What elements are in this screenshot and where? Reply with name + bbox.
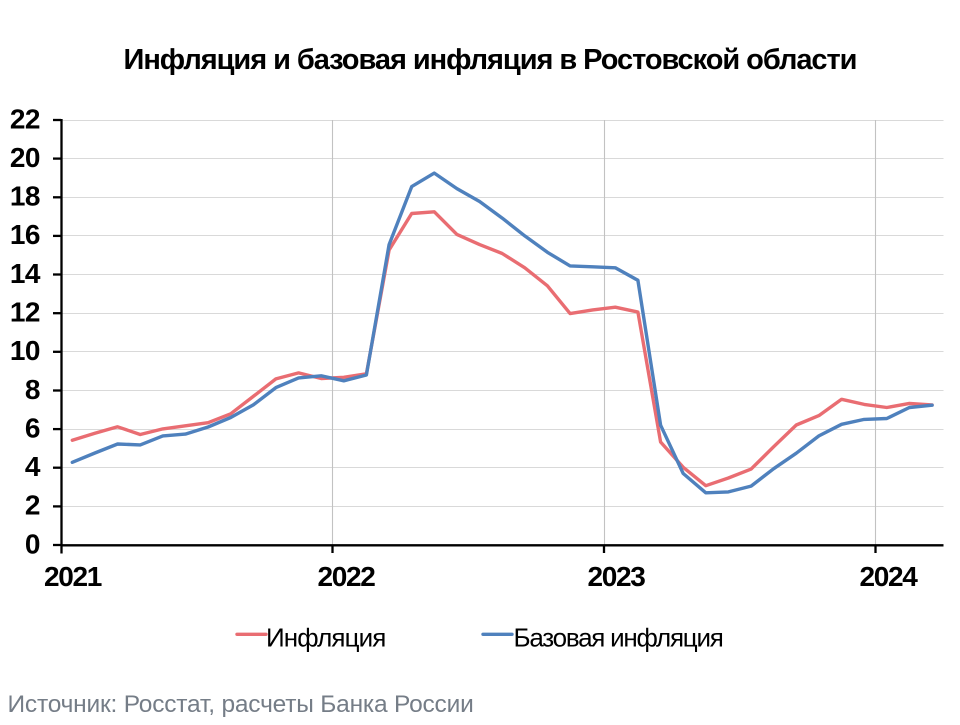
svg-text:4: 4 — [25, 451, 41, 482]
svg-text:14: 14 — [10, 258, 41, 289]
svg-text:2023: 2023 — [587, 561, 645, 592]
svg-text:8: 8 — [25, 374, 40, 405]
svg-text:2021: 2021 — [44, 561, 102, 592]
svg-text:Источник: Росстат, расчеты Бан: Источник: Росстат, расчеты Банка России — [8, 691, 474, 718]
svg-text:6: 6 — [25, 412, 40, 443]
svg-text:Инфляция и базовая инфляция в: Инфляция и базовая инфляция в Ростовской… — [124, 44, 857, 76]
svg-text:0: 0 — [25, 528, 40, 559]
svg-text:20: 20 — [10, 142, 40, 173]
svg-text:2024: 2024 — [859, 561, 918, 592]
svg-text:22: 22 — [10, 103, 40, 134]
svg-text:10: 10 — [10, 335, 40, 366]
svg-text:18: 18 — [10, 181, 40, 212]
svg-text:12: 12 — [10, 297, 40, 328]
svg-text:Базовая инфляция: Базовая инфляция — [514, 623, 723, 653]
svg-text:Инфляция: Инфляция — [266, 623, 385, 653]
svg-text:16: 16 — [10, 219, 40, 250]
svg-text:2: 2 — [25, 490, 40, 521]
svg-text:2022: 2022 — [317, 561, 375, 592]
